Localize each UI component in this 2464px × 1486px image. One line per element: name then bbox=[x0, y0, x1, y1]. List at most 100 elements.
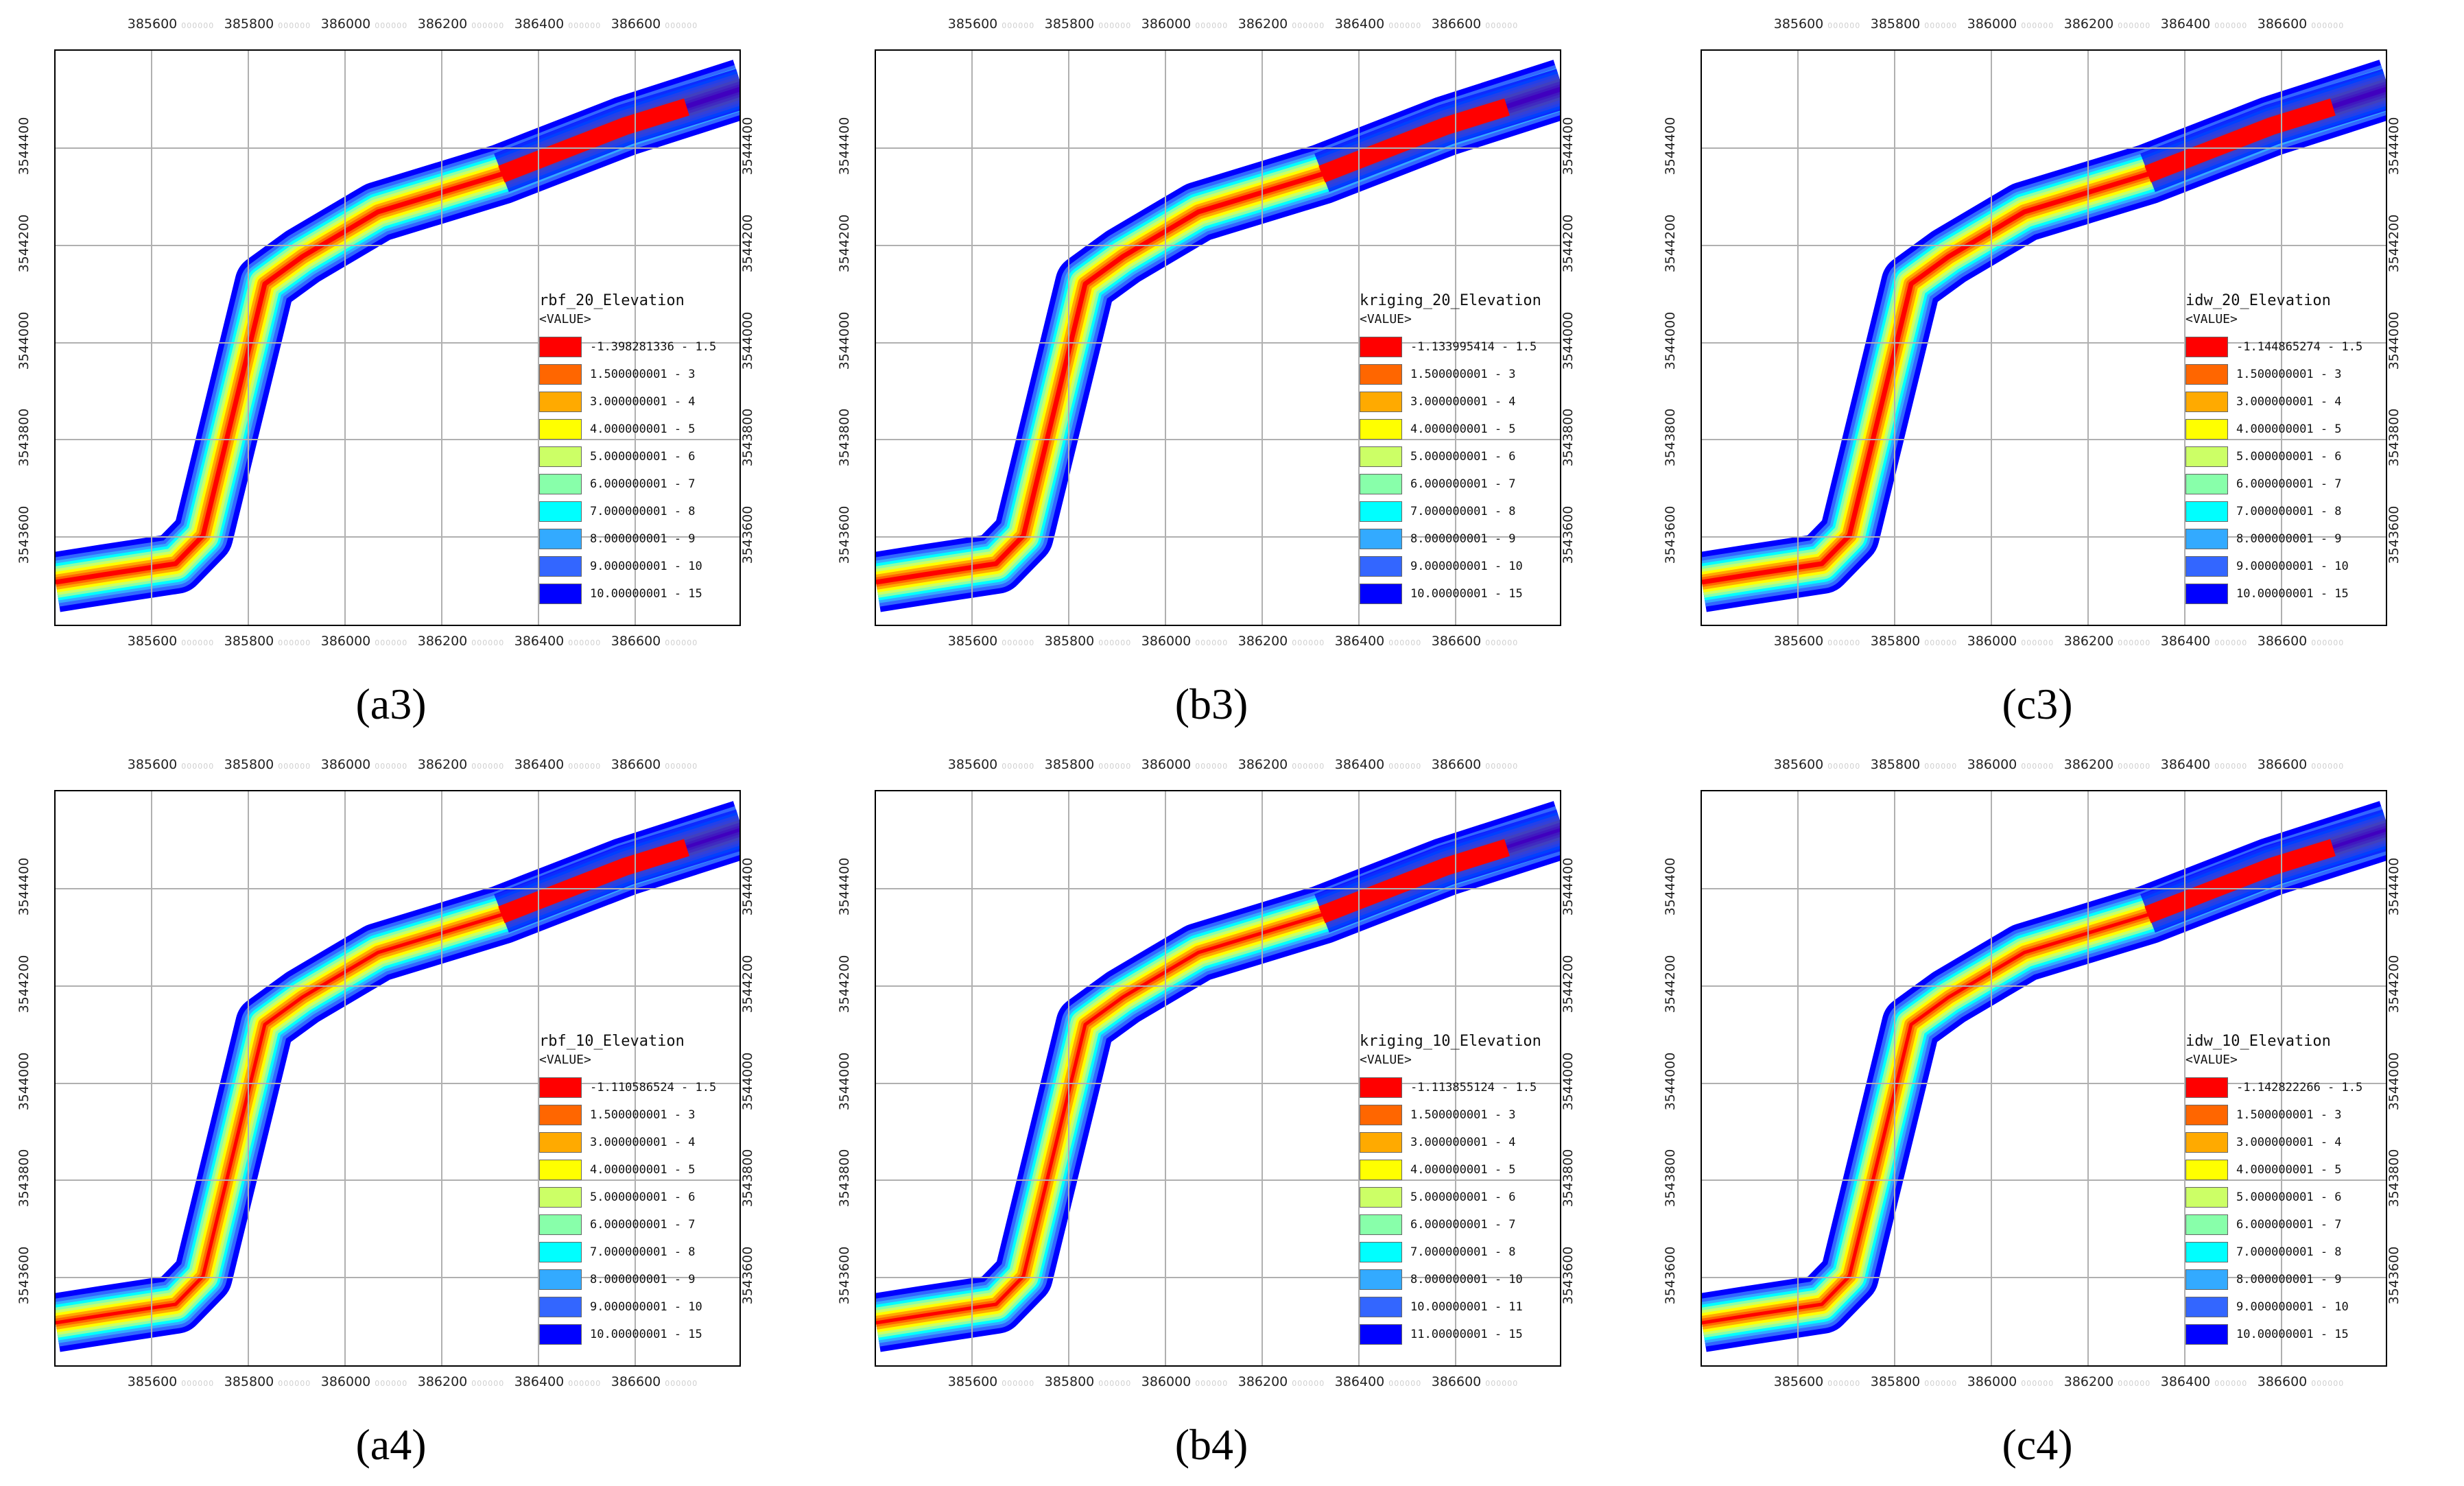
y-tick-label: 3543600 bbox=[16, 505, 32, 564]
x-tick-label: 385800 000000 bbox=[1044, 634, 1132, 649]
map-panel-a4: 385600 000000 385600 000000 385800 000000 3858… bbox=[0, 741, 755, 1469]
x-tick-label: 386400 000000 bbox=[514, 634, 602, 649]
x-tick-label: 386400 000000 bbox=[2160, 16, 2248, 32]
y-tick-label: 3544400 bbox=[1561, 117, 1576, 176]
x-tick-label: 385800 000000 bbox=[1044, 1374, 1132, 1389]
map-legend: rbf_10_Elevation <VALUE> -1.110586524 - 1.… bbox=[539, 1033, 739, 1348]
tick-suffix: 000000 bbox=[568, 21, 602, 30]
legend-title: idw_10_Elevation bbox=[2185, 1033, 2331, 1050]
y-tick-label: 3543600 bbox=[837, 1246, 852, 1305]
legend-item: 8.000000001 - 9 bbox=[2185, 1266, 2386, 1293]
legend-swatch bbox=[539, 419, 582, 440]
legend-item: 5.000000001 - 6 bbox=[1360, 1184, 1560, 1211]
legend-range-label: 9.000000001 - 10 bbox=[590, 1300, 702, 1314]
x-tick-label: 385800 000000 bbox=[224, 16, 311, 32]
y-tick-label: 3543600 bbox=[1663, 505, 1678, 564]
legend-range-label: 4.000000001 - 5 bbox=[590, 1163, 696, 1177]
legend-item: 9.000000001 - 10 bbox=[2185, 553, 2386, 580]
x-tick-label: 385800 000000 bbox=[1870, 16, 1958, 32]
x-tick-label: 386600 000000 bbox=[611, 16, 698, 32]
y-tick-label: 3543800 bbox=[837, 408, 852, 467]
tick-suffix: 000000 bbox=[568, 638, 602, 647]
legend-item: 4.000000001 - 5 bbox=[2185, 1156, 2386, 1184]
tick-suffix: 000000 bbox=[278, 21, 311, 30]
tick-suffix: 000000 bbox=[665, 638, 698, 647]
legend-range-label: 10.00000001 - 15 bbox=[1410, 587, 1523, 601]
legend-range-label: 5.000000001 - 6 bbox=[1410, 450, 1516, 464]
x-tick-label: 386600 000000 bbox=[2257, 16, 2345, 32]
legend-range-label: 6.000000001 - 7 bbox=[590, 1218, 696, 1232]
y-tick-label: 3544000 bbox=[1561, 1052, 1576, 1111]
legend-range-label: 6.000000001 - 7 bbox=[1410, 1218, 1516, 1232]
legend-swatch bbox=[1360, 1242, 1402, 1262]
map-panel-c4: 385600 000000 385600 000000 385800 000000 3858… bbox=[1646, 741, 2402, 1469]
legend-item: 3.000000001 - 4 bbox=[2185, 1129, 2386, 1156]
core-band bbox=[498, 839, 689, 924]
legend-range-label: 1.500000001 - 3 bbox=[1410, 1108, 1516, 1122]
legend-item: 1.500000001 - 3 bbox=[2185, 1101, 2386, 1129]
tick-suffix: 000000 bbox=[1924, 638, 1958, 647]
legend-range-label: 4.000000001 - 5 bbox=[590, 422, 696, 436]
tick-suffix: 000000 bbox=[2118, 638, 2151, 647]
legend-range-label: 6.000000001 - 7 bbox=[1410, 477, 1516, 491]
x-tick-label: 386600 000000 bbox=[611, 757, 698, 772]
tick-suffix: 000000 bbox=[471, 21, 505, 30]
legend-range-label: 9.000000001 - 10 bbox=[1410, 560, 1523, 573]
tick-suffix: 000000 bbox=[375, 638, 408, 647]
legend-swatch bbox=[2185, 446, 2228, 467]
legend-range-label: 10.00000001 - 15 bbox=[590, 1328, 702, 1341]
y-tick-label: 3543600 bbox=[2386, 1246, 2402, 1305]
legend-range-label: -1.144865274 - 1.5 bbox=[2236, 340, 2363, 354]
tick-suffix: 000000 bbox=[1195, 1379, 1229, 1388]
tick-suffix: 000000 bbox=[1485, 638, 1519, 647]
tick-suffix: 000000 bbox=[1388, 762, 1422, 771]
tick-suffix: 000000 bbox=[665, 1379, 698, 1388]
legend-range-label: 1.500000001 - 3 bbox=[2236, 1108, 2342, 1122]
y-tick-label: 3543600 bbox=[1663, 1246, 1678, 1305]
y-tick-label: 3544000 bbox=[740, 311, 755, 370]
legend-swatch bbox=[2185, 1214, 2228, 1235]
legend-item: 8.000000001 - 9 bbox=[539, 1266, 739, 1293]
y-tick-label: 3544200 bbox=[740, 214, 755, 273]
y-tick-label: 3544000 bbox=[16, 311, 32, 370]
x-tick-label: 385800 000000 bbox=[224, 634, 311, 649]
tick-suffix: 000000 bbox=[181, 762, 215, 771]
legend-item: 10.00000001 - 15 bbox=[539, 1321, 739, 1348]
tick-suffix: 000000 bbox=[1388, 1379, 1422, 1388]
legend-field: <VALUE> bbox=[539, 312, 591, 326]
tick-suffix: 000000 bbox=[1924, 21, 1958, 30]
tick-suffix: 000000 bbox=[471, 762, 505, 771]
tick-suffix: 000000 bbox=[568, 1379, 602, 1388]
map-panel-b3: 385600 000000 385600 000000 385800 000000 3858… bbox=[820, 0, 1576, 728]
tick-suffix: 000000 bbox=[2118, 762, 2151, 771]
tick-suffix: 000000 bbox=[375, 762, 408, 771]
legend-swatch bbox=[1360, 1132, 1402, 1153]
tick-suffix: 000000 bbox=[2311, 1379, 2345, 1388]
tick-suffix: 000000 bbox=[665, 21, 698, 30]
core-band bbox=[2144, 839, 2336, 924]
legend-swatch bbox=[539, 1187, 582, 1208]
x-tick-label: 385600 000000 bbox=[947, 1374, 1035, 1389]
legend-field: <VALUE> bbox=[1360, 312, 1412, 326]
legend-item: 6.000000001 - 7 bbox=[1360, 1211, 1560, 1238]
y-tick-label: 3544200 bbox=[1561, 955, 1576, 1014]
legend-title: kriging_20_Elevation bbox=[1360, 292, 1541, 309]
y-tick-label: 3544400 bbox=[1663, 117, 1678, 176]
legend-range-label: 5.000000001 - 6 bbox=[2236, 1190, 2342, 1204]
x-tick-label: 386600 000000 bbox=[1431, 16, 1519, 32]
x-tick-label: 386200 000000 bbox=[2063, 634, 2151, 649]
legend-field: <VALUE> bbox=[2185, 312, 2238, 326]
x-tick-label: 386400 000000 bbox=[514, 757, 602, 772]
legend-swatch bbox=[2185, 529, 2228, 549]
tick-suffix: 000000 bbox=[1292, 21, 1325, 30]
legend-swatch bbox=[1360, 1077, 1402, 1098]
x-tick-label: 386200 000000 bbox=[2063, 757, 2151, 772]
legend-item: -1.133995414 - 1.5 bbox=[1360, 333, 1560, 361]
legend-item: 4.000000001 - 5 bbox=[539, 416, 739, 443]
legend-item: 5.000000001 - 6 bbox=[2185, 1184, 2386, 1211]
tick-suffix: 000000 bbox=[471, 1379, 505, 1388]
legend-range-label: 7.000000001 - 8 bbox=[590, 1245, 696, 1259]
x-tick-label: 385800 000000 bbox=[224, 1374, 311, 1389]
legend-item: 3.000000001 - 4 bbox=[1360, 1129, 1560, 1156]
legend-range-label: 3.000000001 - 4 bbox=[2236, 395, 2342, 409]
